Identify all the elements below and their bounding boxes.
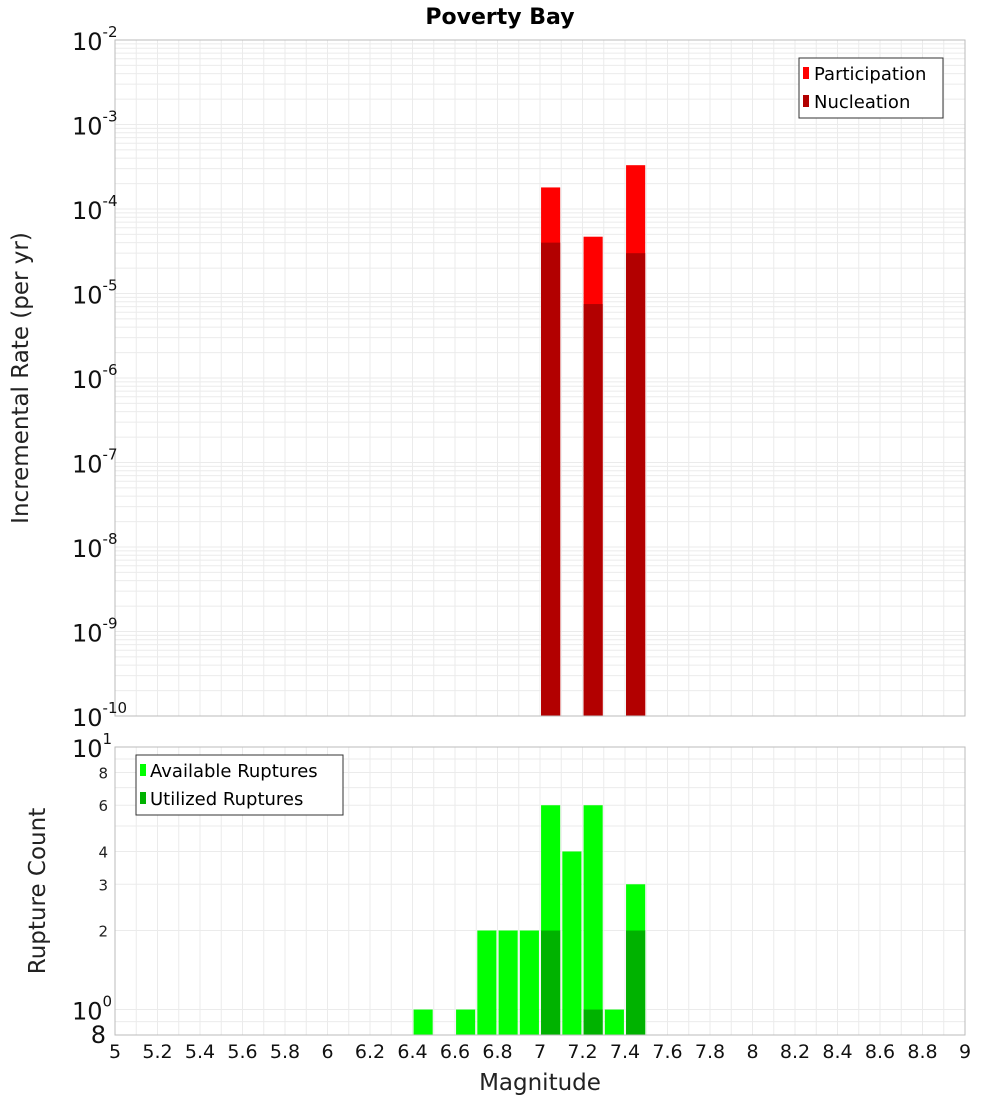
bottom-y-minor-label: 2 [98, 923, 108, 941]
nucleation-legend-swatch [803, 95, 809, 107]
x-tick-label: 8.2 [780, 1041, 810, 1063]
top-y-axis-label: Incremental Rate (per yr) [8, 232, 34, 524]
utilized-legend-label: Utilized Ruptures [150, 789, 303, 810]
top-y-tick-label: 10-4 [72, 192, 118, 225]
available-ruptures-bar [498, 930, 518, 1035]
bottom-y-minor-label: 6 [98, 797, 108, 815]
utilized-ruptures-bar [626, 930, 646, 1035]
top-y-tick-label: 10-3 [72, 108, 118, 141]
x-tick-label: 7.4 [610, 1041, 640, 1063]
top-y-tick-label: 10-6 [72, 361, 118, 394]
bottom-plot-frame [114, 746, 966, 1036]
x-tick-label: 5.2 [142, 1041, 172, 1063]
utilized-ruptures-bar [541, 930, 561, 1035]
x-tick-label: 7.2 [567, 1041, 597, 1063]
nucleation-legend-label: Nucleation [814, 92, 910, 113]
x-tick-label: 7.8 [695, 1041, 725, 1063]
x-tick-label: 5.8 [270, 1041, 300, 1063]
available-ruptures-bar [519, 930, 539, 1035]
top-bars [541, 165, 646, 717]
available-ruptures-bar [562, 851, 582, 1035]
top-y-tick-label: 10-8 [72, 530, 118, 563]
top-legend-box [798, 57, 944, 119]
available-ruptures-bar [456, 1009, 476, 1035]
participation-legend-label: Participation [814, 64, 926, 85]
bottom-y-minor-label: 4 [98, 843, 108, 861]
bottom-y-minor-label: 3 [98, 876, 108, 894]
top-y-tick-label: 10-5 [72, 277, 118, 310]
x-tick-label: 7.6 [652, 1041, 682, 1063]
x-tick-label: 5.6 [227, 1041, 257, 1063]
bottom-legend: Available Ruptures Utilized Ruptures [135, 754, 344, 816]
x-tick-label: 8.6 [865, 1041, 895, 1063]
available-ruptures-bar [413, 1009, 433, 1035]
x-tick-label: 7 [534, 1041, 546, 1063]
utilized-ruptures-bar [583, 1009, 603, 1035]
bottom-y-minor-label: 8 [98, 764, 108, 782]
x-tick-label: 5.4 [185, 1041, 215, 1063]
bottom-legend-box [135, 754, 344, 816]
top-panel: 10-2 10-3 10-4 10-5 10-6 10-7 10-8 10-9 10-10 In… [8, 23, 966, 732]
available-ruptures-bar [604, 1009, 624, 1035]
top-plot-frame [114, 39, 966, 717]
x-tick-label: 6.4 [397, 1041, 427, 1063]
bottom-y-axis-label: Rupture Count [25, 808, 51, 974]
x-tick-label: 8.4 [822, 1041, 852, 1063]
available-ruptures-bar [477, 930, 497, 1035]
x-tick-label: 6 [321, 1041, 333, 1063]
x-tick-label: 9 [959, 1041, 971, 1063]
top-y-tick-label: 10-9 [72, 615, 118, 648]
chart-title: Poverty Bay [425, 5, 574, 30]
x-tick-label: 6.2 [355, 1041, 385, 1063]
x-tick-label: 6.8 [482, 1041, 512, 1063]
x-tick-label: 8 [746, 1041, 758, 1063]
x-tick-label: 6.6 [440, 1041, 470, 1063]
bottom-y-tick-label: 100 [72, 993, 112, 1026]
available-legend-label: Available Ruptures [150, 761, 318, 782]
top-y-tick-label: 10-10 [72, 699, 127, 732]
bottom-bars [413, 805, 646, 1035]
nucleation-bar [626, 253, 646, 716]
top-y-tick-label: 10-7 [72, 446, 118, 479]
participation-legend-swatch [803, 67, 809, 79]
available-legend-swatch [140, 764, 146, 776]
top-y-tick-label: 10-2 [72, 23, 118, 56]
utilized-legend-swatch [140, 792, 146, 804]
nucleation-bar [583, 304, 603, 716]
x-ticks: 5 5.2 5.4 5.6 5.8 6 6.2 6.4 6.6 6.8 7 7.2 7.4 7.6 7.8 8… [109, 1041, 971, 1063]
top-legend: Participation Nucleation [798, 57, 944, 119]
bottom-y-minor-label: 8 [91, 1021, 106, 1049]
x-axis-label: Magnitude [479, 1070, 601, 1096]
x-tick-label: 8.8 [907, 1041, 937, 1063]
bottom-y-tick-label: 101 [72, 730, 112, 763]
x-tick-label: 5 [109, 1041, 121, 1063]
top-y-ticks: 10-2 10-3 10-4 10-5 10-6 10-7 10-8 10-9 10-10 [72, 23, 127, 732]
nucleation-bar [541, 242, 561, 717]
available-ruptures-bar [583, 805, 603, 1035]
top-grid [114, 40, 966, 717]
